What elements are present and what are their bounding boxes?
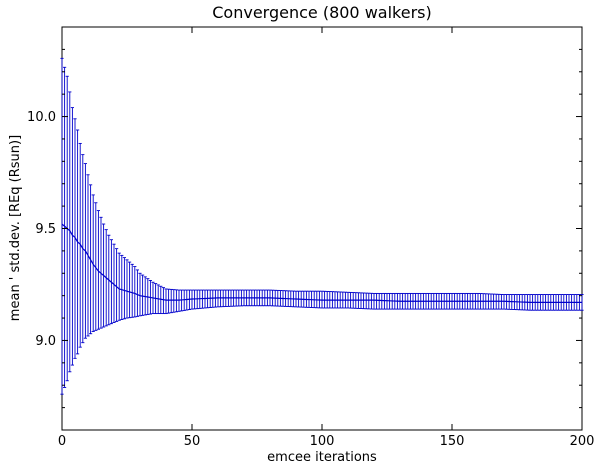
x-tick-label: 200 [570, 434, 595, 449]
y-tick-label: 9.5 [35, 222, 56, 237]
chart-title: Convergence (800 walkers) [212, 3, 431, 22]
plot-frame [61, 26, 583, 431]
x-tick-label: 50 [184, 434, 201, 449]
y-tick-label: 9.0 [35, 334, 56, 349]
axis-ticks: 0 50 100 150 200 9.0 9.5 10.0 [27, 27, 594, 449]
y-axis-label: mean ' std.dev. [REq (Rsun)] [8, 135, 23, 321]
mean-line [61, 223, 582, 303]
error-bars [60, 57, 584, 395]
x-tick-label: 0 [58, 434, 66, 449]
x-axis-label: emcee iterations [267, 450, 377, 465]
y-tick-label: 10.0 [27, 110, 56, 125]
x-tick-label: 100 [310, 434, 335, 449]
x-tick-label: 150 [440, 434, 465, 449]
